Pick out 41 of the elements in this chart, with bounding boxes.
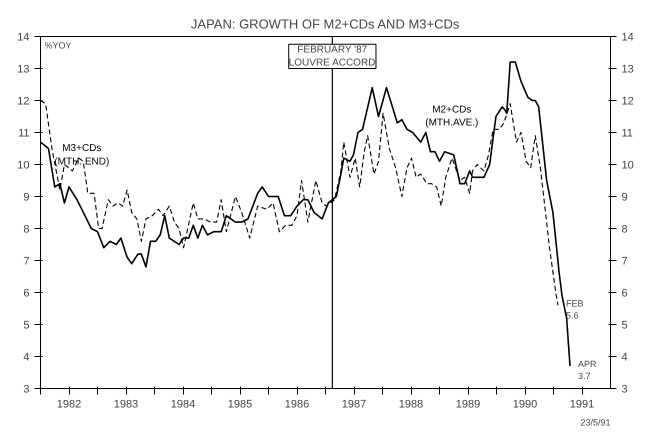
y2-tick-label: 10: [622, 160, 634, 172]
y-tick-label: 3: [23, 384, 30, 396]
x-tick-label: 1989: [456, 398, 480, 410]
y-tick-label: 7: [23, 256, 30, 268]
ref-line-label: FEBRUARY '87 LOUVRE ACCORD: [288, 44, 376, 68]
y-tick-label: 4: [23, 352, 30, 364]
x-tick-label: 1990: [512, 398, 538, 410]
y2-tick-label: 11: [622, 128, 633, 140]
y2-tick-label: 7: [622, 256, 628, 268]
y2-tick-label: 4: [622, 352, 628, 364]
x-tick-label: 1991: [570, 398, 594, 410]
x-tick-label: 1982: [56, 398, 82, 410]
y2-tick-label: 6: [622, 288, 628, 300]
y2-tick-label: 12: [622, 96, 634, 108]
annotation: APR 3.7: [578, 359, 598, 382]
y2-tick-label: 14: [622, 32, 634, 44]
chart-title: JAPAN: GROWTH OF M2+CDs AND M3+CDs: [190, 16, 460, 32]
x-tick-label: 1985: [228, 398, 252, 410]
y-axis-title: %YOY: [44, 40, 72, 50]
y-tick-label: 6: [23, 288, 30, 300]
x-tick-label: 1987: [342, 398, 366, 410]
text: 23/5/91: [580, 418, 611, 428]
y2-tick-label: 8: [622, 224, 628, 236]
y-tick-label: 8: [23, 224, 30, 236]
y2-tick-label: 13: [622, 64, 634, 76]
y-tick-label: 11: [18, 128, 30, 140]
y-tick-label: 14: [17, 32, 30, 44]
y2-tick-label: 3: [622, 384, 628, 396]
annotation: FEB 5.6: [566, 298, 584, 320]
y-tick-label: 9: [23, 192, 30, 204]
y2-tick-label: 5: [622, 320, 628, 332]
y-tick-label: 13: [17, 64, 30, 76]
x-tick-label: 1984: [170, 398, 196, 410]
y-tick-label: 12: [17, 96, 30, 108]
y-tick-label: 5: [23, 320, 30, 332]
y2-tick-label: 9: [622, 192, 628, 204]
y-tick-label: 10: [17, 160, 30, 172]
x-tick-label: 1983: [114, 398, 138, 410]
x-tick-label: 1986: [284, 398, 310, 410]
series-label: M2+CDs (MTH.AVE.): [425, 104, 478, 128]
x-tick-label: 1988: [398, 398, 424, 410]
